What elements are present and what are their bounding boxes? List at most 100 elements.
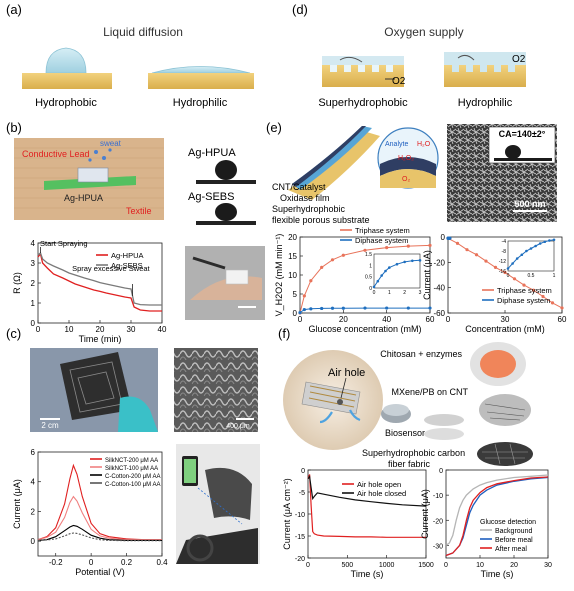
data-point — [320, 306, 324, 311]
data-point — [406, 244, 410, 248]
data-point — [448, 236, 452, 240]
legend-entry: Ag-HPUA — [111, 251, 144, 260]
contact-angle-inset — [488, 126, 556, 164]
x-tick-label: 0 — [36, 325, 41, 334]
ag-hpua-sensor — [77, 167, 109, 183]
y-tick-label: 5 — [293, 290, 298, 299]
data-point — [512, 277, 517, 281]
data-point — [309, 307, 313, 311]
y-tick-label: 0 — [439, 468, 443, 475]
y-axis-label: Current (μA) — [12, 479, 22, 529]
x-tick-label: 30 — [127, 325, 136, 334]
inset-x-tick: 0 — [507, 273, 510, 279]
data-point — [341, 306, 345, 310]
x-tick-label: -0.2 — [49, 558, 63, 567]
carbon-fabric-label-1: Superhydrophobic carbon — [362, 448, 465, 458]
x-axis-label: Time (min) — [79, 334, 122, 344]
x-tick-label: 20 — [339, 315, 348, 324]
panel-label-a: (a) — [6, 2, 22, 17]
y-tick-label: 20 — [288, 233, 297, 242]
x-tick-label: 0 — [306, 562, 310, 569]
inset-y-tick: 1.5 — [365, 252, 372, 258]
contact-angle-label: CA=140±2° — [499, 129, 546, 139]
legend-title: Glucose detection — [480, 519, 536, 526]
porous-substrate-label: flexible porous substrate — [272, 215, 370, 225]
hydrophilic-caption: Hydrophilic — [173, 97, 228, 109]
hydrophobic-substrate — [22, 73, 112, 89]
data-point — [363, 306, 367, 310]
device-label: Ag-HPUA — [64, 193, 103, 203]
legend-entry: Air hole closed — [357, 489, 406, 498]
y-axis-label: V_H2O2 (mM min⁻¹) — [274, 234, 284, 317]
x-axis-label: Potential (V) — [75, 567, 125, 577]
y-axis-label: Current (μA cm⁻²) — [282, 478, 292, 549]
inset-frame — [507, 240, 555, 272]
analyte-label: Analyte — [385, 141, 408, 148]
oxygen-arrow-icon-2 — [457, 54, 475, 61]
legend-entry: SilkNCT-200 μM AA — [105, 458, 158, 464]
inset-y-tick: 0 — [369, 286, 372, 292]
inset-point — [418, 259, 422, 262]
glove-icon — [118, 396, 158, 432]
droplet-hpua — [215, 160, 237, 180]
carbon-fabric-icon — [477, 442, 533, 466]
inset-point — [552, 238, 556, 242]
legend-entry: Before meal — [495, 537, 533, 544]
x-tick-label: 0 — [444, 562, 448, 569]
sweat-droplets-icon — [88, 148, 112, 162]
inset-point — [384, 269, 387, 273]
inset-x-tick: 3 — [419, 290, 422, 296]
x-tick-label: 0 — [298, 315, 303, 324]
oxidase-film-label: Oxidase film — [280, 193, 330, 203]
legend-entry: Triphase system — [497, 286, 552, 295]
mxene-label: MXene/PB on CNT — [391, 387, 468, 397]
x-tick-label: 500 — [341, 562, 353, 569]
y-tick-label: 0 — [31, 319, 36, 328]
data-point — [428, 243, 432, 247]
y-axis-label: Current (μA) — [422, 250, 432, 300]
inset-point — [376, 279, 380, 283]
data-point — [428, 306, 432, 310]
x-tick-label: 20 — [510, 562, 518, 569]
y-tick-label: 4 — [31, 239, 36, 248]
data-point — [550, 301, 555, 305]
y-tick-label: 0 — [441, 233, 446, 242]
data-point — [330, 306, 335, 310]
y-tick-label: -5 — [299, 490, 305, 497]
panel-b: (b) Conductive Lead sweat Ag-HPUA Textil… — [6, 120, 265, 344]
x-tick-label: 1500 — [418, 562, 434, 569]
x-tick-label: 60 — [426, 315, 435, 324]
y-tick-label: 0 — [293, 309, 298, 318]
series-line-1 — [37, 463, 162, 541]
x-axis-label: Time (s) — [351, 569, 384, 579]
biosensor-label: Biosensor — [385, 428, 425, 438]
x-tick-label: 30 — [501, 315, 510, 324]
panel-d: (d) Oxygen supply O2 Superhydrophobic O2… — [292, 2, 526, 109]
data-point — [385, 246, 389, 250]
plot-frame — [37, 451, 163, 557]
chart-c-cv: -0.2 0 0.2 0.4 0 2 4 6 Potential (V) Current (μA)… — [12, 448, 168, 577]
sweat-label: sweat — [100, 139, 122, 148]
y-tick-label: 6 — [31, 448, 36, 457]
panel-c: (c) 2 cm 400 μm -0.2 0 0.2 0.4 0 2 4 6 Potential… — [6, 326, 260, 577]
legend-entry: Diphase system — [355, 236, 408, 245]
chart-f-glucose: 0 10 20 30 0 -10 -20 -30 Time (s) Current (μA) Glu… — [420, 468, 552, 579]
y-tick-label: -30 — [433, 543, 443, 550]
data-point — [455, 241, 460, 245]
conductive-lead-strip — [44, 176, 136, 190]
panel-label-c: (c) — [6, 326, 21, 341]
x-tick-label: 0.2 — [121, 558, 133, 567]
series-line-1 — [445, 474, 549, 546]
wristband-sensor — [225, 269, 249, 285]
data-point — [541, 294, 545, 299]
droplet-label-sebs: Ag-SEBS — [188, 191, 234, 203]
legend-entry: Diphase system — [497, 296, 550, 305]
inset-x-tick: 1 — [388, 290, 391, 296]
data-point — [484, 259, 488, 263]
series-line-2 — [299, 307, 430, 314]
data-point — [531, 288, 536, 292]
y-tick-label: 2 — [31, 279, 36, 288]
